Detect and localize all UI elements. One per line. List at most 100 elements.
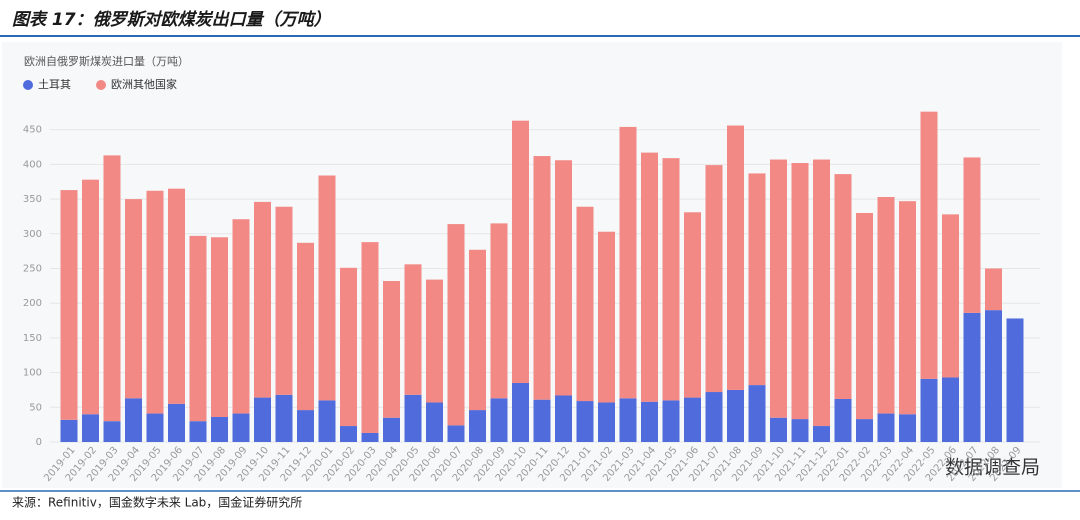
bar-segment (533, 156, 551, 400)
bar-segment (383, 280, 400, 418)
legend-label: 欧洲其他国家 (111, 77, 177, 91)
bar-segment (834, 174, 852, 399)
bar-segment (727, 389, 744, 442)
bar-segment (447, 224, 465, 426)
bar-segment (60, 190, 78, 420)
y-tick-label: 200 (23, 298, 42, 309)
bar-segment (748, 385, 766, 442)
bar-segment (146, 190, 164, 414)
bar-segment (82, 179, 99, 415)
source: 来源：Refinitiv，国金数字未来 Lab，国金证券研究所 (12, 495, 302, 510)
bar-segment (877, 413, 895, 442)
bar-segment (146, 413, 164, 442)
bar-segment (791, 419, 809, 442)
bar-segment (920, 378, 938, 442)
bar-segment (383, 417, 400, 442)
bar-segment (297, 242, 314, 411)
bar-segment (1006, 318, 1024, 442)
bar-segment (211, 237, 228, 418)
bar-segment (60, 419, 78, 442)
y-tick-label: 250 (23, 264, 42, 275)
bar-segment (877, 197, 895, 414)
bar-segment (899, 201, 916, 415)
bar-segment (168, 403, 185, 442)
bar-segment (555, 160, 572, 396)
bar-segment (318, 175, 336, 401)
bar-segment (512, 383, 529, 442)
bar-segment (963, 157, 981, 313)
bar-segment (469, 410, 486, 442)
bar-segment (727, 125, 744, 390)
bar-segment (576, 206, 594, 402)
bar-segment (340, 426, 357, 442)
bar-segment (361, 242, 379, 433)
bar-segment (297, 410, 314, 442)
bar-segment (705, 392, 723, 442)
bar-segment (834, 398, 852, 442)
bar-segment (254, 397, 271, 442)
bar-segment (533, 399, 551, 442)
bar-segment (275, 394, 293, 442)
bar-segment (684, 397, 701, 442)
y-tick-label: 350 (23, 194, 42, 205)
bar-segment (404, 394, 422, 442)
bar-segment (748, 173, 766, 386)
y-tick-label: 100 (23, 368, 42, 379)
y-tick-label: 400 (23, 159, 42, 170)
bar-segment (920, 111, 938, 379)
bar-segment (340, 267, 357, 427)
bar-segment (641, 401, 658, 442)
chart-title: 欧洲自俄罗斯煤炭进口量（万吨） (24, 55, 189, 68)
bar-segment (318, 400, 336, 442)
y-tick-label: 0 (36, 437, 42, 448)
bar-segment (942, 377, 959, 442)
bar-segment (232, 413, 250, 442)
bar-segment (770, 159, 787, 418)
bar-segment (985, 310, 1002, 442)
bar-segment (555, 395, 572, 442)
bar-segment (791, 163, 809, 420)
bar-segment (662, 158, 680, 401)
bar-segment (662, 400, 680, 442)
bar-segment (426, 402, 443, 442)
bar-segment (490, 223, 508, 399)
bar-segment (899, 414, 916, 442)
bar-segment (125, 199, 142, 399)
bar-segment (598, 402, 615, 442)
bar-segment (168, 188, 185, 404)
legend-swatch (23, 80, 33, 90)
y-tick-label: 50 (29, 402, 42, 413)
bar-segment (254, 201, 271, 398)
bar-segment (619, 126, 637, 399)
bar-segment (103, 421, 121, 442)
bar-segment (82, 414, 99, 442)
bar-segment (856, 212, 873, 420)
bar-segment (125, 398, 142, 442)
bar-segment (189, 235, 207, 422)
y-tick-label: 300 (23, 229, 42, 240)
bar-segment (447, 425, 465, 442)
bar-segment (361, 432, 379, 442)
bar-segment (275, 206, 293, 395)
bar-segment (576, 401, 594, 442)
y-tick-label: 450 (23, 125, 42, 136)
bar-segment (426, 279, 443, 403)
bar-segment (705, 165, 723, 393)
bar-segment (963, 312, 981, 442)
bar-segment (942, 214, 959, 378)
bar-segment (813, 159, 830, 427)
bar-segment (598, 231, 615, 403)
bar-segment (490, 398, 508, 442)
bar-segment (232, 219, 250, 414)
bar-segment (469, 249, 486, 411)
legend-label: 土耳其 (38, 78, 71, 91)
y-tick-label: 150 (23, 333, 42, 344)
legend-swatch (96, 80, 106, 90)
figure-title: 图表 17：俄罗斯对欧煤炭出口量（万吨） (12, 10, 331, 30)
bar-segment (103, 155, 121, 422)
bar-segment (619, 398, 637, 442)
bar-segment (856, 419, 873, 442)
bar-segment (813, 426, 830, 442)
bar-segment (985, 268, 1002, 311)
